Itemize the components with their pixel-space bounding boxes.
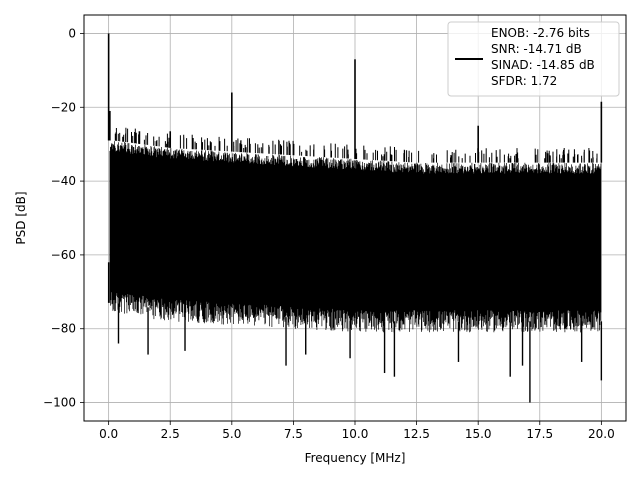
y-tick-label-5: −100 xyxy=(43,396,76,410)
legend-box xyxy=(447,21,620,97)
x-tick-label-1: 2.5 xyxy=(161,427,180,441)
legend-line-1: SNR: -14.71 dB xyxy=(491,42,582,56)
x-tick-label-3: 7.5 xyxy=(284,427,303,441)
x-tick-label-4: 10.0 xyxy=(342,427,369,441)
legend-line-3: SFDR: 1.72 xyxy=(491,74,557,88)
x-axis-label: Frequency [MHz] xyxy=(305,451,406,465)
legend-line-0: ENOB: -2.76 bits xyxy=(491,26,590,40)
y-axis-label: PSD [dB] xyxy=(14,191,28,244)
y-tick-label-2: −40 xyxy=(51,174,76,188)
legend-entry: ENOB: -2.76 bits SNR: -14.71 dB SINAD: -14… xyxy=(491,26,595,88)
x-tick-label-2: 5.0 xyxy=(222,427,241,441)
x-axis-ticks: 0.0 2.5 5.0 7.5 10.0 12.5 15.0 17.5 20.0 xyxy=(99,421,615,441)
x-tick-label-5: 12.5 xyxy=(403,427,430,441)
y-tick-label-3: −60 xyxy=(51,248,76,262)
x-tick-label-8: 20.0 xyxy=(588,427,615,441)
psd-trace xyxy=(107,33,603,403)
y-axis-ticks: 0 −20 −40 −60 −80 −100 xyxy=(43,26,84,410)
x-tick-label-0: 0.0 xyxy=(99,427,118,441)
x-tick-label-7: 17.5 xyxy=(526,427,553,441)
y-tick-label-4: −80 xyxy=(51,322,76,336)
y-tick-label-1: −20 xyxy=(51,100,76,114)
noise-band xyxy=(109,141,602,333)
noise-spikes xyxy=(114,127,598,163)
y-tick-label-0: 0 xyxy=(68,26,76,40)
legend-line-2: SINAD: -14.85 dB xyxy=(491,58,595,72)
x-tick-label-6: 15.0 xyxy=(465,427,492,441)
legend: ENOB: -2.76 bits SNR: -14.71 dB SINAD: -14… xyxy=(447,21,620,97)
